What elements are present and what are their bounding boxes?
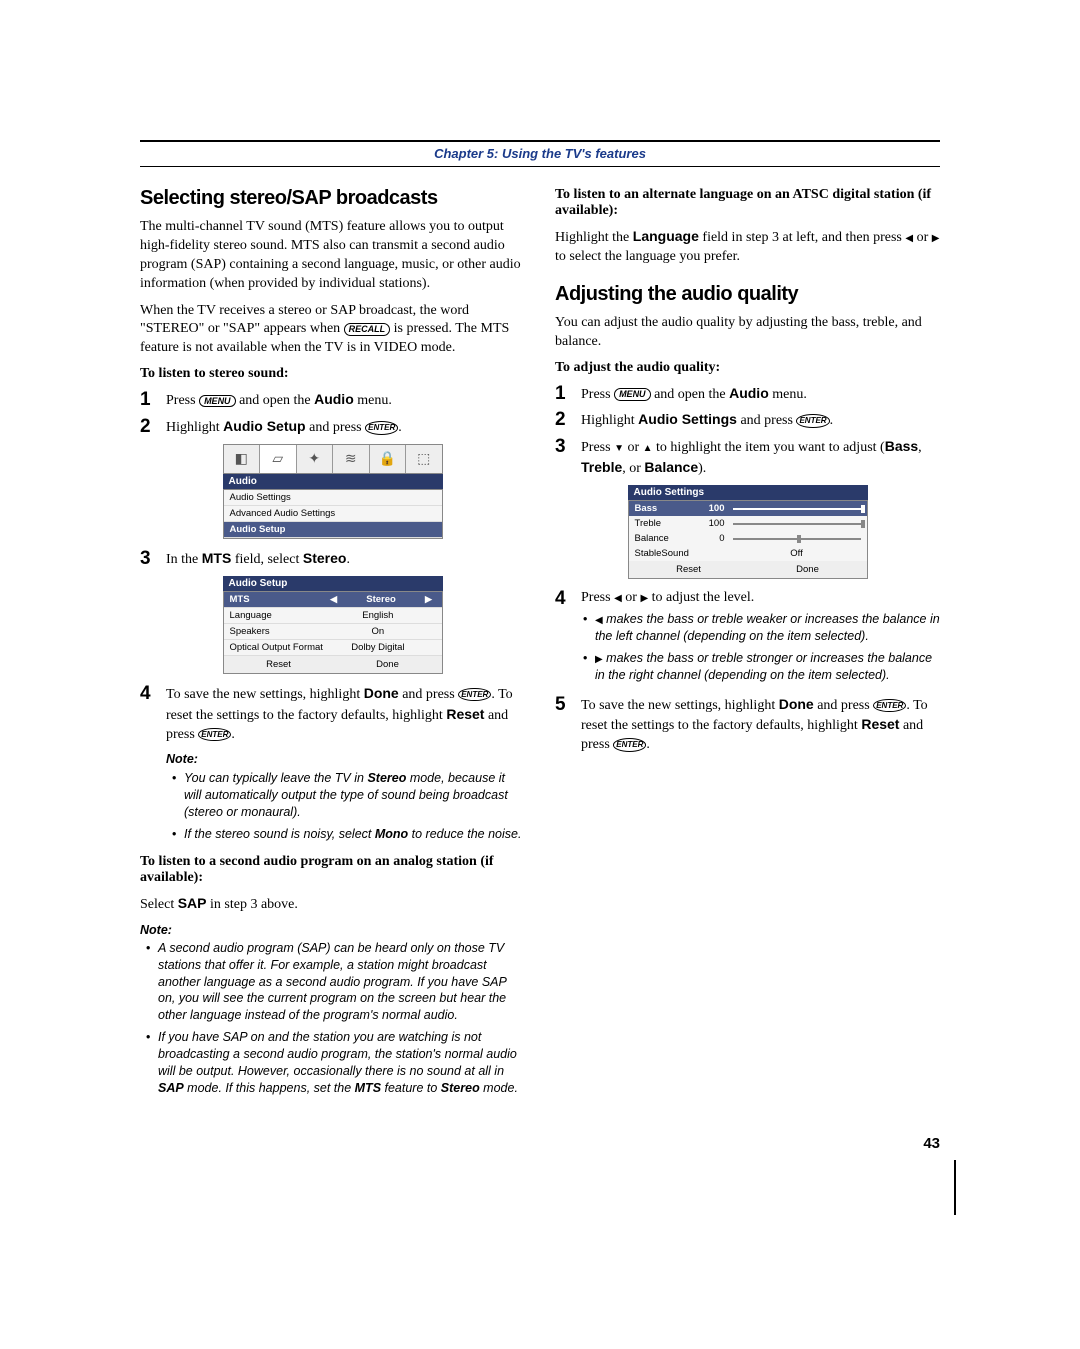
lead-second-audio: To listen to a second audio program on a… xyxy=(140,854,525,886)
left-arrow-icon: ◀ xyxy=(905,233,913,244)
slider-track xyxy=(733,523,861,525)
language-instruction: Highlight the Language field in step 3 a… xyxy=(555,227,940,267)
menu-body: Bass 100 Treble 100 Balance 0 xyxy=(628,500,868,579)
right-arrow-icon: ▶ xyxy=(640,593,648,604)
enter-icon: ENTER xyxy=(365,421,398,435)
side-rule xyxy=(954,1160,956,1215)
lead-adjust-quality: To adjust the audio quality: xyxy=(555,360,940,376)
step-1: 1 Press MENU and open the Audio menu. xyxy=(140,390,525,411)
menu-body: Audio Settings Advanced Audio Settings A… xyxy=(223,489,443,539)
step-2: 2 Highlight Audio Setup and press ENTER. xyxy=(140,417,525,438)
menu-header: Audio Setup xyxy=(223,576,443,591)
chapter-bar: Chapter 5: Using the TV's features xyxy=(140,140,940,167)
enter-icon: ENTER xyxy=(796,414,829,428)
slider-row-selected: Bass 100 xyxy=(629,501,867,516)
menu-body: MTS ◀ Stereo ▶ LanguageEnglish SpeakersO… xyxy=(223,591,443,674)
menu-icon: MENU xyxy=(614,388,651,401)
menu-footer: Reset Done xyxy=(629,561,867,578)
note-list: A second audio program (SAP) can be hear… xyxy=(140,940,525,1097)
left-column: Selecting stereo/SAP broadcasts The mult… xyxy=(140,187,525,1102)
note-header: Note: xyxy=(166,751,525,768)
intro-paragraph-2: When the TV receives a stereo or SAP bro… xyxy=(140,302,525,359)
step-4: 4 Press ◀ or ▶ to adjust the level. ◀ ma… xyxy=(555,589,940,688)
recall-icon: RECALL xyxy=(344,323,391,336)
tab-icon: ⬚ xyxy=(406,445,442,473)
note-list: You can typically leave the TV in Stereo… xyxy=(166,770,525,843)
step-2: 2 Highlight Audio Settings and press ENT… xyxy=(555,410,940,431)
slider-thumb xyxy=(861,520,865,528)
tab-icon: ≋ xyxy=(333,445,370,473)
slider-row: Balance 0 xyxy=(629,531,867,546)
slider-row: Treble 100 xyxy=(629,516,867,531)
columns: Selecting stereo/SAP broadcasts The mult… xyxy=(140,187,940,1102)
slider-thumb xyxy=(797,535,801,543)
step-1: 1 Press MENU and open the Audio menu. xyxy=(555,384,940,405)
menu-icon: MENU xyxy=(199,395,236,408)
tab-icon: ▱ xyxy=(260,445,297,473)
left-arrow-icon: ◀ xyxy=(595,615,603,626)
lead-alternate-language: To listen to an alternate language on an… xyxy=(555,187,940,219)
menu-header: Audio Settings xyxy=(628,485,868,500)
left-arrow-icon: ◀ xyxy=(614,593,622,604)
figure-audio-settings: Audio Settings Bass 100 Treble 100 Balan… xyxy=(628,485,868,579)
figure-audio-menu: ◧ ▱ ✦ ≋ 🔒 ⬚ Audio Audio Settings Advance… xyxy=(223,444,443,539)
right-arrow-icon: ▶ xyxy=(595,654,603,665)
page-content: Chapter 5: Using the TV's features Selec… xyxy=(140,140,940,1102)
step-3: 3 In the MTS field, select Stereo. xyxy=(140,549,525,570)
step-4: 4 To save the new settings, highlight Do… xyxy=(140,684,525,848)
step-3: 3 Press ▼ or ▲ to highlight the item you… xyxy=(555,437,940,479)
figure-audio-setup: Audio Setup MTS ◀ Stereo ▶ LanguageEngli… xyxy=(223,576,443,674)
slider-thumb xyxy=(861,505,865,513)
menu-header: Audio xyxy=(223,474,443,489)
right-column: To listen to an alternate language on an… xyxy=(555,187,940,1102)
note-item: You can typically leave the TV in Stereo… xyxy=(184,770,525,821)
tab-icon: 🔒 xyxy=(370,445,407,473)
right-arrow-icon: ▶ xyxy=(932,233,940,244)
menu-row: Advanced Audio Settings xyxy=(224,506,442,522)
enter-icon: ENTER xyxy=(458,688,491,702)
menu-row: LanguageEnglish xyxy=(224,608,442,624)
chapter-title: Chapter 5: Using the TV's features xyxy=(434,146,646,161)
menu-row-selected: Audio Setup xyxy=(224,522,442,538)
tab-icon: ✦ xyxy=(297,445,334,473)
sub-bullet-item: ◀ makes the bass or treble weaker or inc… xyxy=(595,611,940,645)
enter-icon: ENTER xyxy=(873,699,906,713)
slider-track xyxy=(733,508,861,510)
note-header: Note: xyxy=(140,923,525,937)
lead-stereo-sound: To listen to stereo sound: xyxy=(140,366,525,382)
section-heading-audio-quality: Adjusting the audio quality xyxy=(555,283,940,306)
sub-bullet-list: ◀ makes the bass or treble weaker or inc… xyxy=(581,611,940,684)
down-arrow-icon: ▼ xyxy=(614,443,624,454)
menu-row: SpeakersOn xyxy=(224,624,442,640)
intro-paragraph-1: The multi-channel TV sound (MTS) feature… xyxy=(140,218,525,294)
note-item: If the stereo sound is noisy, select Mon… xyxy=(184,826,525,843)
slider-track xyxy=(733,538,861,540)
menu-row-selected: MTS ◀ Stereo ▶ xyxy=(224,592,442,608)
tab-icon: ◧ xyxy=(224,445,261,473)
menu-tab-row: ◧ ▱ ✦ ≋ 🔒 ⬚ xyxy=(223,444,443,474)
menu-footer: Reset Done xyxy=(224,656,442,673)
right-arrow-icon: ▶ xyxy=(422,594,436,605)
audio-quality-intro: You can adjust the audio quality by adju… xyxy=(555,314,940,352)
sub-bullet-item: ▶ makes the bass or treble stronger or i… xyxy=(595,650,940,684)
menu-row: Optical Output FormatDolby Digital xyxy=(224,640,442,656)
section-heading-stereo-sap: Selecting stereo/SAP broadcasts xyxy=(140,187,525,210)
step-5: 5 To save the new settings, highlight Do… xyxy=(555,695,940,756)
up-arrow-icon: ▲ xyxy=(643,443,653,454)
note-item: A second audio program (SAP) can be hear… xyxy=(158,940,525,1024)
enter-icon: ENTER xyxy=(613,738,646,752)
slider-row: StableSound Off xyxy=(629,546,867,561)
page-number: 43 xyxy=(923,1135,940,1152)
left-arrow-icon: ◀ xyxy=(327,594,341,605)
enter-icon: ENTER xyxy=(198,728,231,742)
select-sap-text: Select SAP in step 3 above. xyxy=(140,894,525,915)
note-item: If you have SAP on and the station you a… xyxy=(158,1029,525,1097)
menu-row: Audio Settings xyxy=(224,490,442,506)
